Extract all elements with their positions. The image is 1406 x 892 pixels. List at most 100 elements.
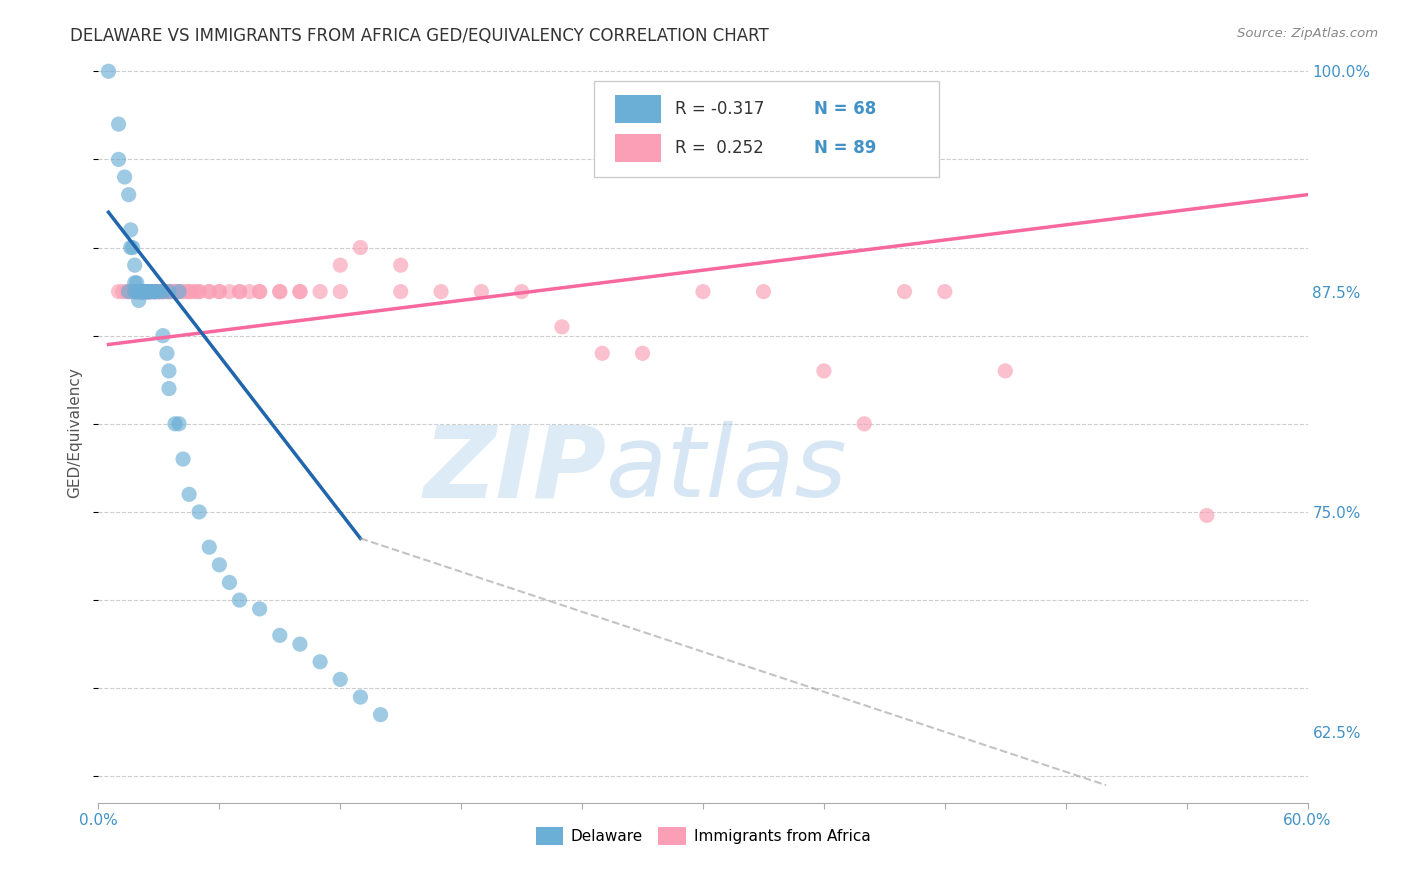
Point	[994, 364, 1017, 378]
Point	[97, 64, 120, 78]
Point	[228, 593, 250, 607]
Point	[591, 346, 613, 360]
Point	[139, 285, 162, 299]
Point	[269, 285, 291, 299]
Point	[134, 285, 156, 299]
Point	[188, 285, 211, 299]
Point	[134, 285, 156, 299]
Text: N = 68: N = 68	[814, 100, 876, 118]
Point	[118, 285, 141, 299]
Point	[218, 575, 240, 590]
Point	[179, 285, 201, 299]
Point	[114, 169, 136, 184]
Point	[148, 285, 170, 299]
Point	[198, 285, 221, 299]
Point	[132, 285, 155, 299]
Point	[129, 285, 152, 299]
Bar	[614, 95, 661, 123]
Point	[208, 558, 231, 572]
Point	[179, 487, 201, 501]
Point	[389, 285, 412, 299]
Point	[124, 276, 146, 290]
Point	[138, 285, 160, 299]
Point	[288, 285, 311, 299]
Point	[188, 285, 211, 299]
Point	[152, 328, 174, 343]
Point	[208, 285, 231, 299]
Point	[152, 285, 174, 299]
Point	[893, 285, 915, 299]
Point	[1195, 508, 1218, 523]
Point	[198, 285, 221, 299]
Point	[249, 285, 271, 299]
Point	[128, 285, 150, 299]
Point	[135, 285, 157, 299]
Point	[134, 285, 156, 299]
Point	[132, 285, 155, 299]
Point	[143, 285, 166, 299]
Point	[156, 346, 179, 360]
Point	[132, 285, 155, 299]
Point	[288, 285, 311, 299]
Point	[139, 285, 162, 299]
Point	[143, 285, 166, 299]
Point	[146, 285, 169, 299]
Point	[167, 285, 190, 299]
Point	[107, 285, 129, 299]
Point	[124, 285, 146, 299]
Point	[128, 293, 150, 308]
Point	[138, 285, 160, 299]
Point	[239, 285, 262, 299]
Point	[309, 285, 332, 299]
Point	[430, 285, 453, 299]
Point	[129, 285, 152, 299]
Point	[389, 258, 412, 272]
Text: R =  0.252: R = 0.252	[675, 138, 763, 157]
Point	[163, 417, 186, 431]
Point	[115, 285, 138, 299]
Point	[118, 285, 141, 299]
Point	[138, 285, 160, 299]
Point	[157, 285, 180, 299]
Point	[152, 285, 174, 299]
Point	[118, 187, 141, 202]
Point	[752, 285, 775, 299]
Point	[188, 505, 211, 519]
Point	[172, 285, 194, 299]
Point	[132, 285, 155, 299]
Point	[135, 285, 157, 299]
Point	[349, 690, 371, 704]
Point	[249, 285, 271, 299]
Point	[138, 285, 160, 299]
Point	[149, 285, 172, 299]
Point	[135, 285, 157, 299]
Point	[160, 285, 183, 299]
Point	[138, 285, 160, 299]
Point	[120, 285, 142, 299]
Point	[157, 382, 180, 396]
Point	[149, 285, 172, 299]
Point	[121, 240, 143, 254]
Point	[184, 285, 207, 299]
Point	[157, 285, 180, 299]
Point	[163, 285, 186, 299]
Point	[129, 285, 152, 299]
Point	[134, 285, 156, 299]
Point	[138, 285, 160, 299]
Point	[138, 285, 160, 299]
Text: atlas: atlas	[606, 421, 848, 518]
Point	[167, 285, 190, 299]
Point	[329, 673, 352, 687]
Point	[125, 285, 148, 299]
Point	[138, 285, 160, 299]
Point	[135, 285, 157, 299]
Point	[934, 285, 956, 299]
Point	[329, 258, 352, 272]
Point	[813, 364, 835, 378]
Point	[152, 285, 174, 299]
Point	[470, 285, 492, 299]
Point	[134, 285, 156, 299]
Point	[269, 628, 291, 642]
Point	[692, 285, 714, 299]
Point	[148, 285, 170, 299]
